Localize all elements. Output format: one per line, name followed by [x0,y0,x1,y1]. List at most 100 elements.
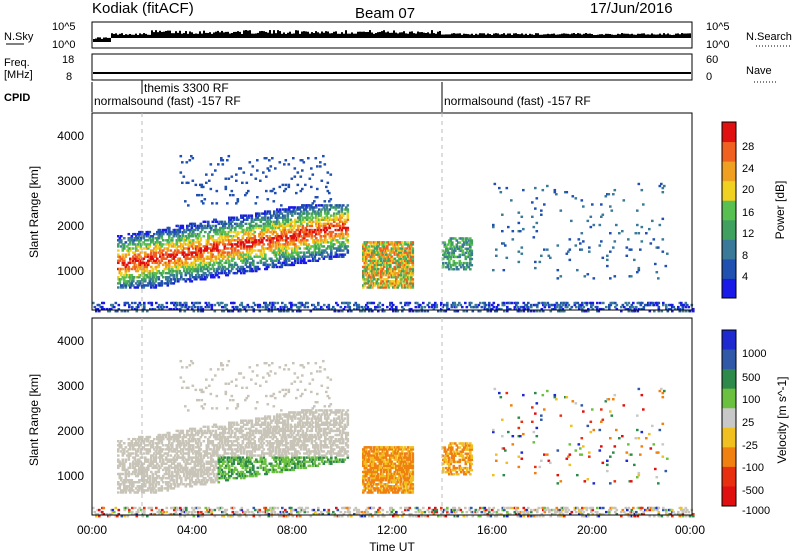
power-cell [193,269,197,273]
power-cell [551,307,554,311]
power-cell [144,265,147,269]
power-cell [360,310,364,313]
power-cell [238,253,242,256]
power-cell [297,305,301,309]
velocity-cell [154,454,158,457]
velocity-cell [147,435,150,439]
power-cell [193,222,197,226]
power-cell [309,228,312,232]
power-cell [264,212,267,215]
velocity-cell [154,485,158,488]
power-cell [294,224,297,228]
power-cell [368,307,371,311]
power-cell [226,232,230,236]
power-cell [371,253,374,256]
power-cell [234,228,237,232]
power-cell [226,237,230,240]
power-cell [250,249,254,252]
power-cell [190,239,194,242]
power-cell [554,307,557,311]
power-cell [533,310,536,313]
power-cell [297,239,300,242]
power-cell [168,241,171,244]
power-cell [313,243,317,246]
power-cell [156,269,159,273]
power-cell [241,255,245,258]
power-cell [190,253,194,256]
power-cell [200,185,204,189]
power-cell [629,307,632,311]
nsky-trace-bar [467,34,469,38]
power-cell [387,269,391,273]
velocity-cell [145,478,149,482]
power-cell [369,259,373,263]
power-cell [443,245,447,248]
power-cell [334,204,338,207]
power-cell [285,255,288,258]
power-cell [256,195,259,199]
power-cell [371,280,374,283]
power-cell [651,301,655,305]
nsky-trace-bar [103,37,105,42]
power-cell [175,232,179,236]
power-cell [534,303,538,307]
power-cell [228,263,231,267]
power-cell [368,255,371,258]
velocity-cell [123,466,126,470]
power-cell [654,262,657,266]
nsky-trace-bar [417,31,419,38]
power-cell [276,212,279,215]
power-cell [169,273,173,277]
power-cell [369,261,373,265]
power-cell [228,271,231,275]
power-cell [365,273,368,277]
power-cell [113,305,116,309]
power-cell [291,241,294,244]
velocity-cell [174,483,177,486]
power-cell [316,210,320,213]
power-cell [145,247,149,250]
power-cell [124,273,128,277]
velocity-cell [148,487,152,490]
velocity-cell [129,483,132,486]
power-cell [446,301,449,305]
power-cell [339,216,342,219]
velocity-cell [144,448,147,451]
power-cell [346,251,350,254]
power-cell [192,234,195,238]
velocity-cell [153,448,156,451]
power-cell [277,253,281,256]
power-cell [187,253,191,256]
power-cell [434,301,437,305]
power-cell [452,249,456,252]
power-cell [289,230,293,234]
power-cell [282,220,285,224]
power-cell [240,226,243,230]
power-cell [118,239,122,242]
nsky-trace-bar [589,33,591,38]
power-cell [377,303,380,307]
power-cell [180,271,183,275]
power-cell [300,261,303,265]
power-cell [255,239,258,242]
power-cell [189,257,192,260]
velocity-cell [145,468,149,472]
power-cell [340,241,344,244]
power-cell [213,228,216,232]
power-cell [201,273,204,277]
power-cell [131,301,134,305]
power-cell [265,259,269,263]
power-cell [222,226,225,230]
power-cell [464,268,468,271]
power-cell [168,271,171,275]
power-cell [289,263,293,267]
power-cell [285,220,288,224]
power-cell [306,247,309,250]
velocity-cell [138,437,141,441]
power-cell [537,301,541,305]
power-cell [534,186,537,190]
power-cell [189,234,192,238]
power-cell [366,259,370,263]
power-cell [177,232,180,236]
power-cell [574,197,578,200]
